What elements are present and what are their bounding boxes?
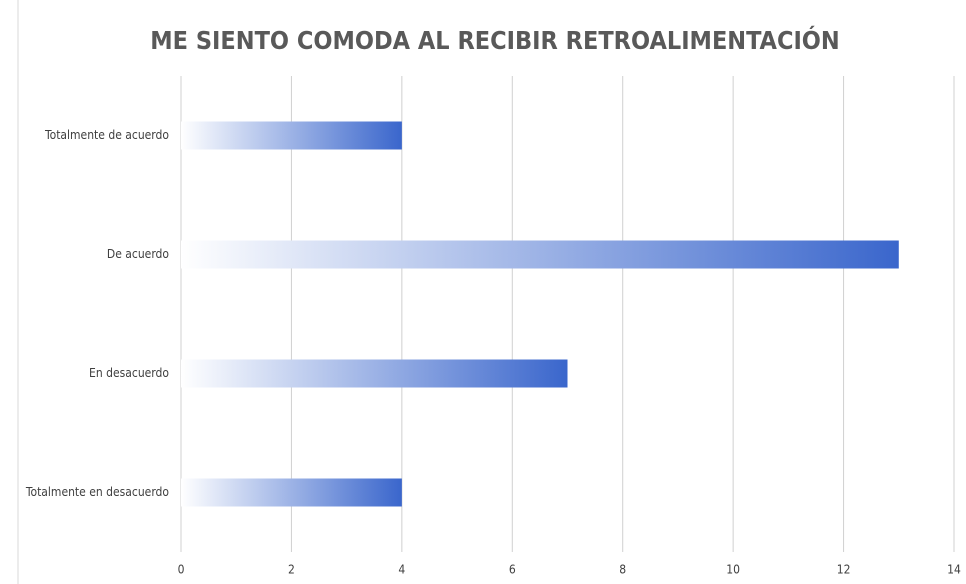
x-tick-label: 4 xyxy=(398,563,405,577)
y-tick-label: De acuerdo xyxy=(107,247,170,261)
bar xyxy=(181,478,402,507)
x-tick-label: 12 xyxy=(837,563,851,577)
y-tick-label: Totalmente de acuerdo xyxy=(44,128,169,142)
bar xyxy=(181,359,568,388)
x-tick-label: 10 xyxy=(726,563,740,577)
x-tick-label: 0 xyxy=(178,563,185,577)
y-tick-label: En desacuerdo xyxy=(89,366,169,380)
y-tick-label: Totalmente en desacuerdo xyxy=(25,485,169,499)
x-tick-label: 2 xyxy=(288,563,295,577)
x-tick-label: 14 xyxy=(947,563,961,577)
x-tick-label: 6 xyxy=(509,563,516,577)
chart-title: ME SIENTO COMODA AL RECIBIR RETROALIMENT… xyxy=(150,25,840,55)
bar xyxy=(181,240,899,269)
x-tick-label: 8 xyxy=(619,563,626,577)
bar xyxy=(181,121,402,150)
